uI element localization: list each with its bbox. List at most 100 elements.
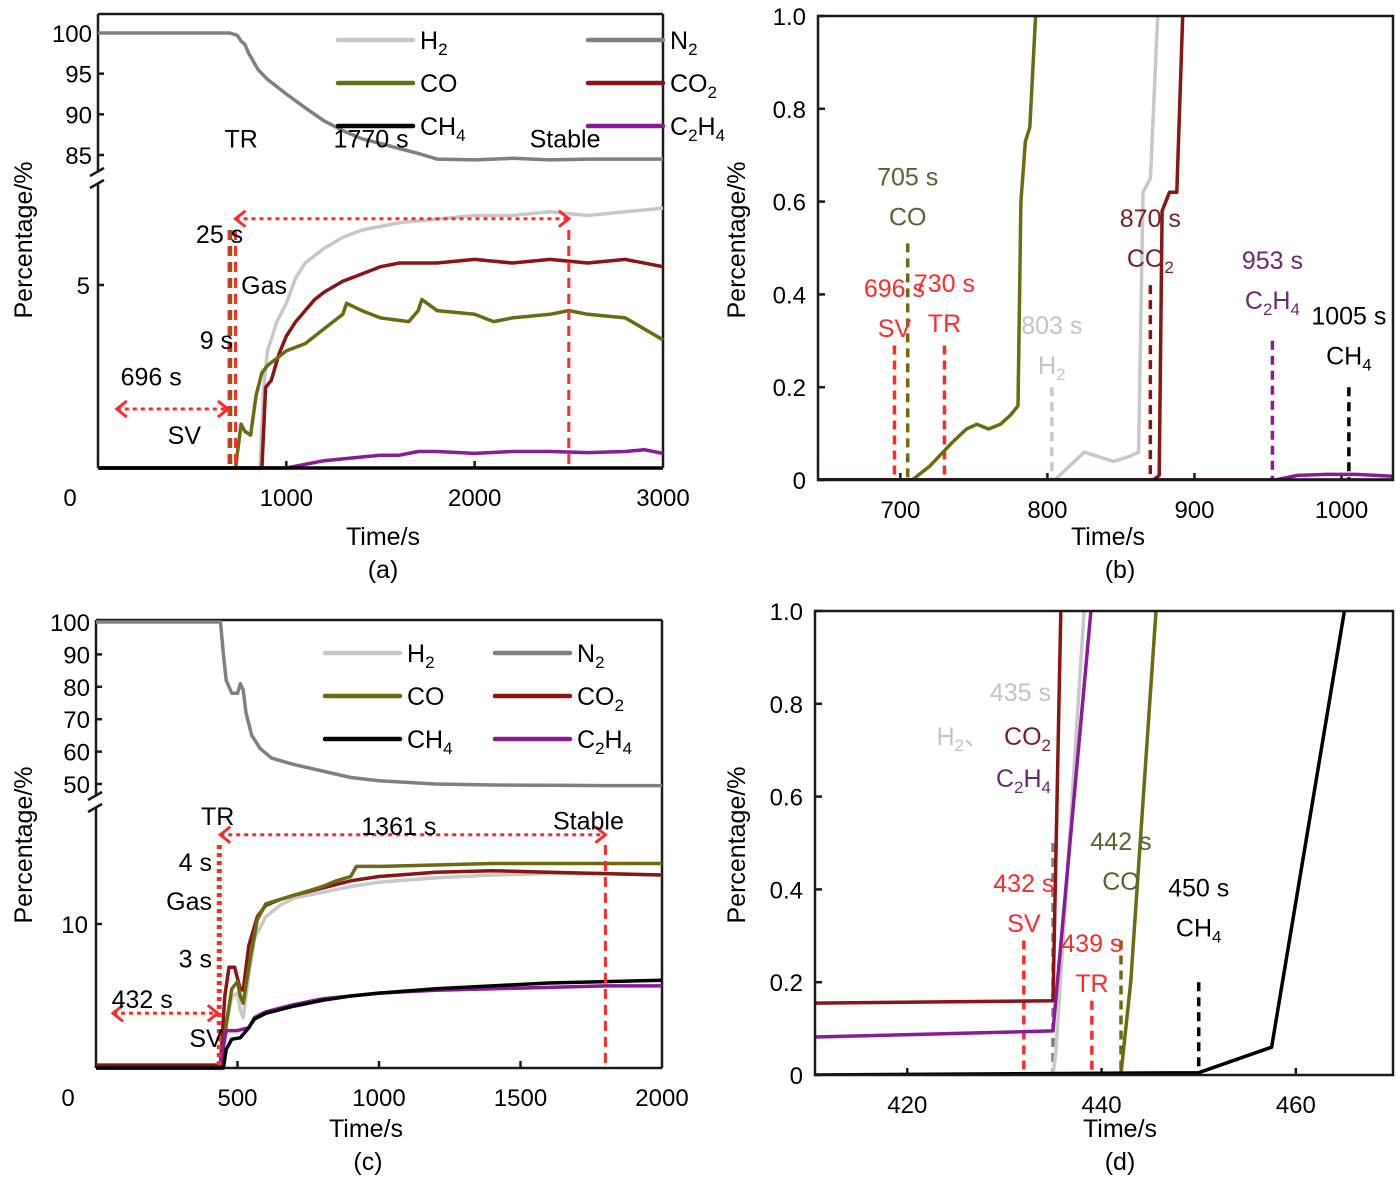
event-label-time: 435 s — [990, 679, 1051, 707]
y-tick-label: 0.2 — [773, 375, 806, 402]
y-tick-label: 100 — [50, 610, 90, 637]
event-label-gas: SV — [878, 315, 912, 343]
y-axis-title: Percentage/% — [10, 161, 38, 318]
y-tick-label: 5 — [77, 273, 90, 300]
legend-label-h2: H2​ — [407, 640, 435, 672]
y-tick-label: 0.8 — [770, 692, 803, 719]
y-tick-label: 10 — [61, 912, 88, 939]
series-line-h2 — [1051, 611, 1086, 1075]
x-tick-label: 1000 — [352, 1085, 405, 1112]
y-axis-title: Percentage/% — [10, 766, 38, 923]
event-label-time: 870 s — [1120, 205, 1181, 233]
event-label-time: 450 s — [1168, 874, 1229, 902]
event-label-gas: H2​ — [1038, 352, 1066, 384]
y-tick-label: 0.8 — [773, 97, 806, 124]
event-label-gas: C2​H4​ — [1245, 287, 1300, 319]
y-tick-label: 70 — [63, 707, 90, 734]
panel-d: 0 0.2 0.4 0.6 0.8 1.0 420 440 460 432 s SV 435 s CO2… — [723, 599, 1395, 1176]
event-label-time: 432 s — [993, 870, 1054, 898]
axis-break-mark — [89, 166, 105, 178]
x-tick-label: 1000 — [260, 485, 313, 512]
y-tick-label: 95 — [65, 62, 92, 89]
series-line-h2 — [98, 206, 664, 470]
x-tick-label: 440 — [1082, 1092, 1122, 1119]
panel-a: 100 95 90 85 5 0 1000 2000 3000 TR Stable 1770 s 25 … — [10, 12, 725, 584]
series-line-ch4 — [96, 978, 663, 1070]
arrow-head-right — [206, 1004, 221, 1023]
event-label-gas: TR — [1075, 970, 1108, 998]
x-axis-title: Time/s — [1083, 1115, 1157, 1143]
event-label-time: 803 s — [1021, 312, 1082, 340]
arrow-head-right — [594, 825, 608, 844]
x-tick-label: 2000 — [448, 485, 501, 512]
event-label-time: 953 s — [1242, 247, 1303, 275]
axis-break-mark — [89, 178, 105, 190]
plot-frame — [816, 14, 1395, 482]
x-tick-label: 800 — [1027, 497, 1067, 524]
y-tick-label: 1.0 — [773, 4, 806, 31]
legend-label-n2: N2​ — [670, 27, 698, 59]
event-label-gas: TR — [928, 310, 961, 338]
annotation-label: SV — [189, 1025, 223, 1053]
y-tick-label: 85 — [65, 143, 92, 170]
panel-label: (b) — [1105, 556, 1136, 584]
series-line-h2 — [818, 16, 1160, 480]
event-label-gas: CO2​ — [1004, 723, 1051, 755]
event-label-gas: CO — [889, 203, 927, 231]
x-tick-label: 500 — [217, 1085, 257, 1112]
y-tick-label: 0.6 — [773, 190, 806, 217]
series-line-co — [96, 861, 662, 1070]
panel-b: 0 0.2 0.4 0.6 0.8 1.0 700 800 900 1000 696 s SV 705 … — [723, 4, 1395, 584]
annotation-label: 4 s — [179, 849, 212, 877]
legend-label-h2: H2​ — [420, 27, 448, 59]
event-label-time: 442 s — [1090, 828, 1151, 856]
annotation-label: 1770 s — [334, 126, 409, 154]
series-line-n2 — [96, 620, 662, 788]
annotation-label: 432 s — [112, 986, 173, 1014]
legend-label-c2h4: C2​H4​ — [577, 726, 632, 758]
event-label-time: 439 s — [1061, 930, 1122, 958]
axis-break-mark — [87, 802, 103, 814]
series-line-c2h4 — [818, 472, 1393, 480]
annotation-label: 25 s — [196, 221, 243, 249]
y-tick-label: 0 — [790, 1063, 803, 1090]
annotation-label: 9 s — [200, 327, 233, 355]
x-tick-label: 0 — [61, 1085, 74, 1112]
x-tick-label: 3000 — [636, 485, 689, 512]
arrow-head-left — [110, 1004, 124, 1023]
legend-label-co: CO — [420, 70, 458, 98]
arrow-head-left — [233, 209, 247, 228]
panel-label: (c) — [353, 1148, 382, 1176]
y-tick-label: 0.2 — [770, 970, 803, 997]
x-tick-label: 460 — [1276, 1092, 1316, 1119]
series-line-co2 — [98, 257, 664, 470]
annotation-label: 696 s — [121, 364, 182, 392]
legend-label-n2: N2​ — [577, 640, 605, 672]
event-label-time: 1005 s — [1311, 303, 1386, 331]
series-line-co — [818, 16, 1038, 480]
x-axis-title: Time/s — [346, 523, 420, 551]
x-tick-label: 700 — [880, 497, 920, 524]
y-tick-label: 90 — [63, 642, 90, 669]
x-tick-label: 1000 — [1315, 497, 1368, 524]
annotation-label: SV — [168, 422, 202, 450]
y-tick-label: 1.0 — [770, 599, 803, 626]
series-group — [818, 16, 1393, 480]
annotation-label: TR — [201, 803, 234, 831]
y-tick-label: 0.4 — [773, 282, 806, 309]
legend-label-co2: CO2​ — [670, 70, 717, 102]
annotation-label: Stable — [553, 807, 624, 835]
series-line-h2 — [96, 871, 663, 1067]
panel-label: (a) — [368, 556, 399, 584]
legend-label-ch4: CH4​ — [420, 113, 466, 145]
panel-label: (d) — [1105, 1148, 1136, 1176]
annotation-label: 1361 s — [361, 813, 436, 841]
y-tick-label: 0 — [793, 468, 806, 495]
series-line-co2 — [818, 16, 1185, 480]
y-axis-title: Percentage/% — [723, 766, 751, 923]
x-axis-title: Time/s — [329, 1115, 403, 1143]
event-label-time: 705 s — [877, 163, 938, 191]
annotation-label: Gas — [166, 888, 212, 916]
